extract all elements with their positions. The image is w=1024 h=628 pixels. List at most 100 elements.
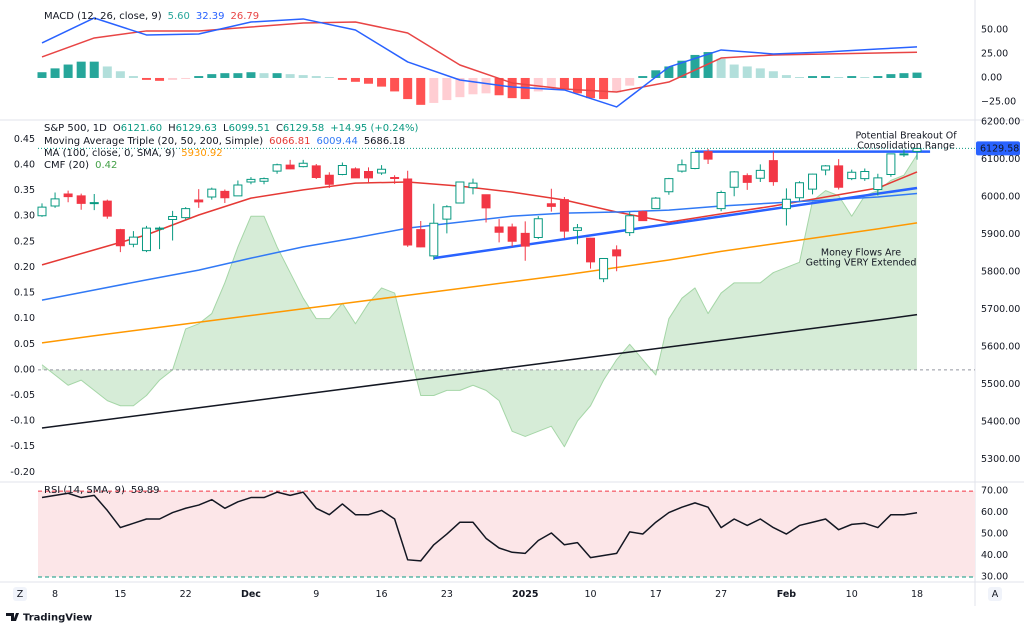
- histogram-bar: [403, 77, 413, 100]
- candle-body: [520, 232, 530, 247]
- indicator-title: MA (100, close, 0, SMA, 9): [44, 148, 175, 159]
- legend: Moving Average Triple (20, 50, 200, Simp…: [44, 136, 405, 147]
- candle-body: [468, 182, 478, 189]
- histogram-bar: [141, 77, 151, 80]
- histogram-bar: [651, 70, 661, 78]
- candle-body: [337, 164, 347, 175]
- candle-body: [155, 227, 165, 230]
- histogram-bar: [664, 66, 674, 78]
- candle-body: [259, 178, 269, 182]
- histogram-bar: [168, 77, 178, 80]
- indicator-value: 6066.81: [269, 136, 310, 147]
- candle-body: [755, 169, 765, 179]
- x-tick-label: 9: [313, 589, 319, 600]
- histogram-bar: [599, 77, 609, 100]
- price-tick-label: 5400.00: [981, 416, 1020, 427]
- histogram-bar: [37, 72, 47, 78]
- indicator-value: 0.42: [95, 160, 117, 171]
- histogram-bar: [520, 77, 530, 100]
- annotation: Getting VERY Extended: [806, 258, 917, 269]
- candle-body: [625, 215, 635, 234]
- candle-body: [873, 177, 883, 190]
- indicator-value: 32.39: [196, 11, 225, 22]
- button-bg: [13, 587, 27, 601]
- histogram-bar: [638, 76, 648, 78]
- candle-body: [494, 226, 504, 233]
- histogram-bar: [559, 77, 569, 90]
- candle-body: [403, 178, 413, 246]
- histogram-bar: [742, 66, 752, 78]
- candle-body: [599, 257, 609, 280]
- histogram-bar: [912, 72, 922, 78]
- candle-body: [63, 193, 73, 198]
- histogram-bar: [533, 77, 543, 92]
- histogram-bar: [233, 73, 243, 78]
- candle-body: [364, 170, 373, 179]
- histogram-bar: [155, 77, 165, 81]
- signal-line: [41, 21, 918, 93]
- candle-body: [298, 162, 308, 168]
- histogram-bar: [768, 71, 778, 78]
- candle-body: [546, 203, 556, 207]
- cmf-tick-label: -0.10: [10, 416, 35, 427]
- candle-body: [141, 227, 151, 252]
- candle-body: [729, 171, 739, 188]
- ohlc-label: L: [223, 123, 229, 134]
- cmf-tick-label: -0.15: [10, 441, 35, 452]
- candle-body: [350, 168, 360, 179]
- candle-body: [638, 211, 648, 222]
- candle-body: [690, 151, 700, 169]
- candle-body: [533, 218, 543, 238]
- histogram-bar: [298, 75, 308, 78]
- rsi-line: [41, 491, 918, 562]
- cmf-tick-label: 0.05: [14, 339, 35, 350]
- histogram-bar: [429, 77, 439, 103]
- indicator-value: 5.60: [168, 11, 190, 22]
- histogram-bar: [311, 76, 321, 78]
- rsi-tick-label: 40.00: [981, 550, 1008, 561]
- ohlc-label: H: [168, 123, 176, 134]
- candle-body: [768, 160, 778, 183]
- histogram-bar: [899, 73, 909, 78]
- histogram-bar: [586, 77, 596, 99]
- histogram-bar: [716, 58, 726, 78]
- x-tick-label: 2025: [512, 589, 538, 600]
- histogram-bar: [194, 76, 204, 78]
- histogram-bar: [494, 77, 504, 96]
- histogram-bar: [324, 77, 334, 78]
- price-tick-label: 6100.00: [981, 154, 1020, 165]
- candle-body: [115, 229, 125, 247]
- cmf-area: [42, 154, 918, 447]
- macd-tick-label: −25.00: [981, 96, 1016, 107]
- left-button[interactable]: Z: [13, 587, 27, 601]
- candle-body: [586, 237, 596, 263]
- candle-body: [233, 184, 243, 197]
- candle-body: [390, 176, 400, 179]
- logo-text: TradingView: [23, 613, 92, 624]
- candle-body: [572, 227, 582, 231]
- ohlc-label: O: [113, 123, 121, 134]
- histogram-bar: [481, 77, 491, 94]
- histogram-bar: [886, 74, 896, 78]
- change: +14.95 (+0.24%): [330, 123, 418, 134]
- cmf-tick-label: -0.05: [10, 390, 35, 401]
- candle-body: [703, 151, 713, 160]
- rsi-tick-label: 70.00: [981, 486, 1008, 497]
- indicator-title: Moving Average Triple (20, 50, 200, Simp…: [44, 136, 263, 147]
- candle-body: [194, 199, 204, 203]
- candle-body: [481, 194, 491, 209]
- histogram-bar: [847, 76, 857, 78]
- candle-body: [311, 165, 321, 178]
- right-button[interactable]: A: [988, 587, 1002, 601]
- histogram-bar: [285, 74, 295, 78]
- candle-body: [559, 199, 569, 232]
- candle-body: [716, 191, 726, 210]
- x-tick-label: 10: [846, 589, 858, 600]
- indicator-value: 26.79: [231, 11, 260, 22]
- histogram-bar: [690, 54, 700, 78]
- cmf-tick-label: 0.25: [14, 236, 35, 247]
- candle-body: [821, 165, 831, 171]
- annotation: Consolidation Range: [857, 141, 955, 152]
- rsi-tick-label: 60.00: [981, 507, 1008, 518]
